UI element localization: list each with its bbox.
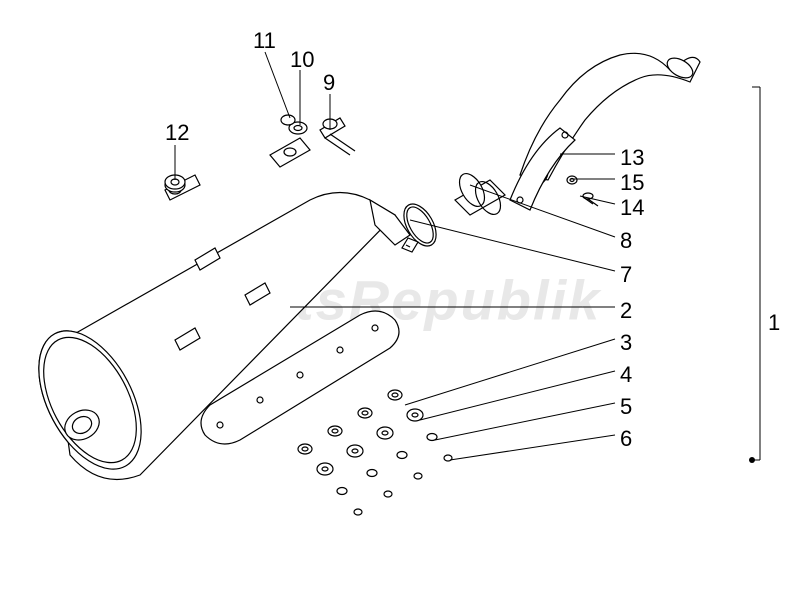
callout-15: 15 bbox=[620, 170, 644, 196]
callout-11: 11 bbox=[253, 28, 276, 54]
callout-7: 7 bbox=[620, 262, 632, 288]
callout-1: 1 bbox=[768, 310, 780, 336]
callout-12: 12 bbox=[165, 120, 189, 146]
callout-9: 9 bbox=[323, 70, 335, 96]
parts-diagram-svg bbox=[0, 0, 800, 600]
callout-6: 6 bbox=[620, 426, 632, 452]
gasket-sleeve bbox=[454, 169, 505, 218]
callout-10: 10 bbox=[290, 47, 314, 73]
callout-5: 5 bbox=[620, 394, 632, 420]
shield-screws bbox=[567, 176, 598, 206]
fastener-rows bbox=[298, 390, 452, 515]
callout-3: 3 bbox=[620, 330, 632, 356]
callout-14: 14 bbox=[620, 195, 644, 221]
exhaust-clamp bbox=[397, 199, 443, 252]
callout-4: 4 bbox=[620, 362, 632, 388]
callout-8: 8 bbox=[620, 228, 632, 254]
callout-2: 2 bbox=[620, 298, 632, 324]
callout-13: 13 bbox=[620, 145, 644, 171]
